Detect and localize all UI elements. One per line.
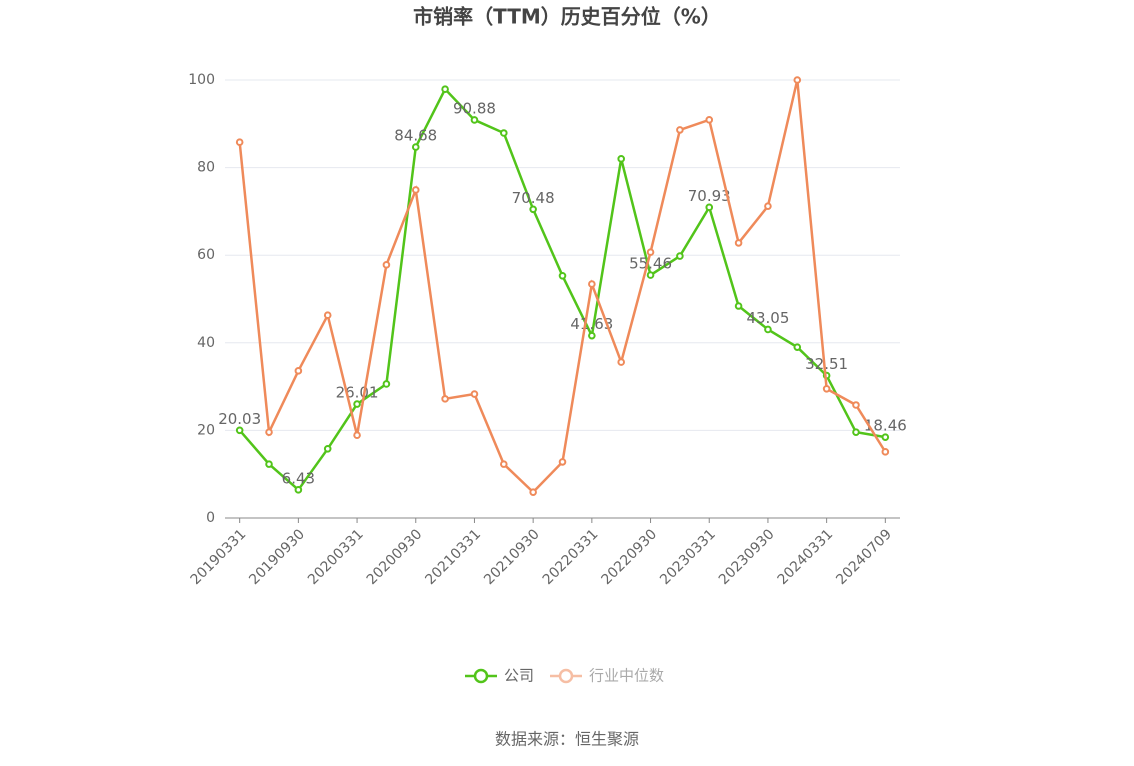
data-point bbox=[881, 433, 890, 441]
data-point bbox=[411, 143, 420, 151]
data-label: 70.93 bbox=[688, 187, 731, 205]
y-tick-label: 80 bbox=[197, 160, 215, 176]
data-point bbox=[265, 428, 273, 436]
data-point bbox=[793, 76, 802, 84]
data-point bbox=[852, 401, 860, 409]
data-point bbox=[764, 202, 772, 210]
y-tick-label: 20 bbox=[197, 422, 215, 438]
data-point bbox=[588, 331, 596, 340]
legend-item: 行业中位数 bbox=[550, 667, 664, 685]
y-tick-label: 0 bbox=[206, 510, 215, 526]
legend-marker bbox=[473, 668, 489, 684]
data-point bbox=[558, 458, 567, 466]
data-point bbox=[617, 358, 625, 366]
data-point bbox=[353, 431, 361, 440]
data-label: 70.48 bbox=[512, 189, 555, 207]
data-point bbox=[500, 460, 508, 468]
data-point bbox=[235, 426, 244, 435]
x-tick-label: 20210331 bbox=[422, 526, 484, 588]
data-point bbox=[235, 138, 244, 146]
data-label: 26.01 bbox=[336, 384, 379, 402]
data-point bbox=[441, 85, 449, 93]
data-label: 43.05 bbox=[746, 309, 789, 327]
data-label: 32.51 bbox=[805, 355, 848, 373]
data-point bbox=[676, 252, 684, 260]
data-point bbox=[382, 261, 391, 269]
data-point bbox=[705, 203, 714, 212]
x-tick-label: 20240709 bbox=[833, 526, 895, 588]
data-point bbox=[617, 155, 625, 163]
data-point bbox=[646, 248, 655, 256]
data-label: 55.46 bbox=[629, 255, 672, 273]
data-point bbox=[676, 126, 684, 134]
x-tick-label: 20200331 bbox=[305, 526, 367, 588]
data-point bbox=[323, 444, 332, 453]
data-point bbox=[470, 116, 479, 124]
x-tick-label: 20200930 bbox=[364, 526, 426, 588]
data-point bbox=[353, 400, 361, 408]
y-tick-label: 40 bbox=[197, 335, 215, 351]
data-point bbox=[441, 395, 449, 403]
series-line bbox=[238, 87, 886, 492]
source-note: 数据来源：恒生聚源 bbox=[495, 730, 639, 749]
x-tick-label: 20240331 bbox=[775, 526, 837, 588]
data-point bbox=[500, 129, 508, 137]
data-point bbox=[323, 311, 332, 320]
data-point bbox=[529, 205, 537, 214]
y-tick-label: 60 bbox=[197, 247, 215, 263]
x-tick-label: 20230331 bbox=[657, 526, 719, 588]
data-point bbox=[558, 271, 567, 280]
data-point bbox=[705, 116, 714, 124]
legend-item: 公司 bbox=[465, 667, 534, 685]
chart-title: 市销率（TTM）历史百分位（%） bbox=[413, 5, 721, 29]
x-tick-label: 20210930 bbox=[481, 526, 543, 588]
y-tick-label: 100 bbox=[188, 72, 215, 88]
data-point bbox=[734, 239, 743, 247]
data-label: 90.88 bbox=[453, 99, 496, 117]
data-point bbox=[734, 302, 743, 310]
x-tick-label: 20190930 bbox=[246, 526, 308, 588]
data-label: 41.63 bbox=[570, 315, 613, 333]
x-tick-label: 20220331 bbox=[540, 526, 602, 588]
data-point bbox=[382, 380, 391, 388]
data-point bbox=[764, 325, 772, 334]
data-label: 6.43 bbox=[282, 469, 315, 487]
data-point bbox=[529, 488, 537, 496]
x-tick-label: 20230930 bbox=[716, 526, 778, 588]
data-label: 20.03 bbox=[218, 410, 261, 428]
data-point bbox=[793, 343, 802, 351]
legend-label: 行业中位数 bbox=[589, 667, 664, 685]
x-tick-label: 20190331 bbox=[188, 526, 250, 588]
data-point bbox=[881, 448, 890, 456]
data-point bbox=[822, 384, 831, 393]
data-point bbox=[646, 271, 655, 279]
x-tick-label: 20220930 bbox=[598, 526, 660, 588]
data-label: 84.68 bbox=[394, 127, 437, 145]
data-point bbox=[470, 390, 479, 398]
data-point bbox=[294, 367, 303, 375]
legend-marker bbox=[558, 668, 574, 684]
data-point bbox=[588, 280, 596, 288]
data-point bbox=[294, 486, 303, 494]
data-point bbox=[411, 186, 420, 194]
data-label: 18.46 bbox=[864, 417, 907, 435]
data-point bbox=[852, 428, 860, 436]
legend-label: 公司 bbox=[504, 667, 534, 685]
data-point bbox=[265, 460, 273, 468]
